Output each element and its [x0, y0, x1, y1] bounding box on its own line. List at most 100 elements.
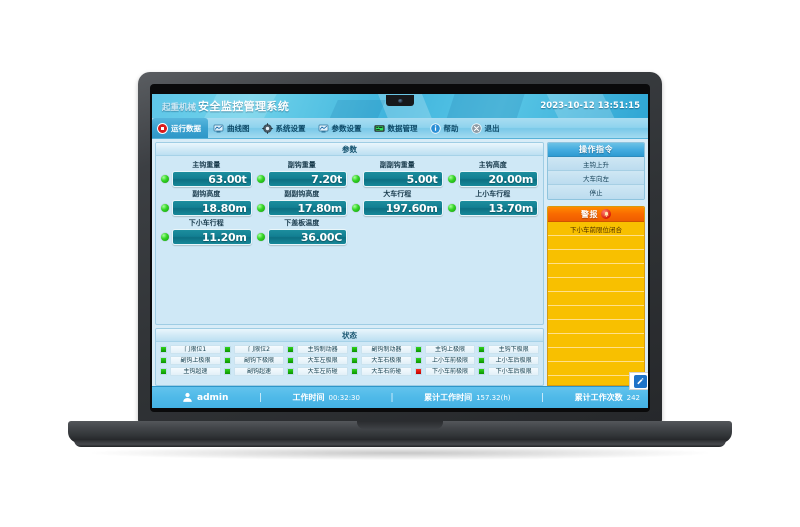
footer-stat-label: 累计工作时间 — [424, 393, 473, 402]
param-cell: 副副钩高度 17.80m — [255, 189, 350, 216]
param-led-icon — [256, 233, 265, 241]
status-label: 门限位1 — [170, 345, 221, 354]
alarm-row[interactable]: 下小车前限位闭合 — [548, 222, 644, 236]
status-label: 主钩超速 — [170, 367, 221, 376]
laptop-shadow — [92, 446, 708, 460]
status-led-icon — [478, 346, 486, 353]
app-body: 参数 主钩重量 63.00t — [152, 139, 648, 390]
alarm-row[interactable] — [548, 348, 644, 362]
status-led-icon — [351, 357, 358, 364]
status-title: 状态 — [342, 330, 357, 340]
param-value-box: 63.00t — [172, 171, 252, 187]
command-item-trolley-left[interactable]: 大车向左 — [548, 171, 644, 185]
app-title-text: 安全监控管理系统 — [198, 100, 290, 113]
datetime-display: 2023-10-12 13:51:15 — [540, 101, 640, 111]
titlebar-facet — [446, 94, 528, 118]
param-cell: 上小车行程 13.70m — [446, 189, 541, 216]
param-label: 大车行程 — [383, 190, 412, 198]
status-item-alarm: 下小车前极限 — [414, 367, 476, 376]
param-row: 18.80m — [159, 200, 254, 216]
user-icon — [182, 392, 193, 403]
alarm-row[interactable] — [548, 334, 644, 348]
alarm-row[interactable] — [548, 292, 644, 306]
float-action-button[interactable] — [629, 372, 648, 390]
status-label: 副钩超速 — [233, 367, 285, 376]
param-value: 18.80m — [202, 201, 247, 215]
footer-divider: | — [258, 392, 262, 403]
command-panel-title: 操作指令 — [579, 145, 613, 154]
alarm-row[interactable] — [548, 264, 644, 278]
status-label: 副钩下极限 — [233, 356, 285, 365]
status-led-icon — [160, 368, 167, 375]
status-led-icon — [414, 357, 422, 364]
tab-data-management[interactable]: 数据管理 — [369, 118, 425, 138]
tab-curve-chart[interactable]: 曲线图 — [208, 118, 257, 138]
status-item: 门限位2 — [223, 345, 285, 354]
footer-stat-label: 工作时间 — [292, 393, 325, 402]
parameters-body: 主钩重量 63.00t 副钩重量 7.20t — [156, 156, 543, 324]
footer-divider: | — [541, 392, 545, 403]
alarm-row[interactable] — [548, 278, 644, 292]
command-item-stop[interactable]: 停止 — [548, 185, 644, 199]
footer-stat-total-time: 累计工作时间 157.32(h) — [424, 392, 510, 403]
footer-stat-total-count: 累计工作次数 242 — [575, 392, 640, 403]
status-led-icon — [223, 346, 231, 353]
alarm-row[interactable] — [548, 236, 644, 250]
titlebar-facet — [326, 100, 386, 118]
status-label: 大车左防碰 — [297, 367, 348, 376]
status-label: 门限位2 — [233, 345, 285, 354]
tab-running-data[interactable]: 运行数据 — [152, 118, 208, 138]
param-cell: 副钩高度 18.80m — [159, 189, 254, 216]
param-cell: 副钩重量 7.20t — [255, 160, 350, 187]
footer-stat-value: 157.32(h) — [476, 394, 511, 402]
tab-curve-chart-label: 曲线图 — [227, 123, 250, 133]
param-led-icon — [352, 175, 360, 183]
alarm-row[interactable] — [548, 306, 644, 320]
main-toolbar: 运行数据 曲线图 系统设置 参数设置 — [152, 118, 648, 139]
command-item-main-hook-up[interactable]: 主钩上升 — [548, 157, 644, 171]
webcam-notch — [386, 95, 414, 106]
param-value-box: 5.00t — [363, 171, 443, 187]
param-value-box: 11.20m — [172, 229, 252, 245]
info-icon — [429, 122, 441, 134]
status-led-icon — [287, 357, 295, 364]
alarm-row[interactable] — [548, 362, 644, 376]
alarm-row[interactable] — [548, 250, 644, 264]
param-row: 20.00m — [446, 171, 541, 187]
param-value: 13.70m — [488, 201, 534, 215]
param-row: 13.70m — [446, 200, 541, 216]
parameters-panel: 参数 主钩重量 63.00t — [155, 142, 544, 325]
param-label: 副钩高度 — [192, 190, 221, 198]
param-cell: 副副钩重量 5.00t — [350, 160, 445, 187]
param-cell: 主钩高度 20.00m — [446, 160, 541, 187]
tab-help[interactable]: 帮助 — [425, 118, 466, 138]
app-titlebar: 起重机械 安全监控管理系统 2023-10-12 13:51:15 — [152, 94, 648, 118]
param-value-box: 20.00m — [458, 171, 538, 187]
param-value: 11.20m — [202, 230, 247, 244]
param-label: 副副钩重量 — [379, 161, 415, 169]
status-item: 大车右极限 — [351, 356, 412, 365]
footer-stat-value: 00:32:30 — [328, 394, 360, 402]
tab-parameter-settings[interactable]: 参数设置 — [313, 118, 369, 138]
alarm-list[interactable]: 下小车前限位闭合 — [548, 222, 644, 385]
param-value: 197.60m — [385, 201, 438, 215]
status-grid: 门限位1 门限位2 主钩制动器 副钩制动器 主钩上极限 主钩下极限 副钩上极限 … — [156, 342, 543, 379]
status-led-icon — [478, 357, 486, 364]
status-label: 下小车后极限 — [488, 367, 539, 376]
footer-stat-label: 累计工作次数 — [574, 393, 623, 402]
param-label: 副副钩高度 — [284, 190, 320, 198]
param-led-icon — [161, 175, 169, 183]
tab-exit[interactable]: 退出 — [466, 118, 507, 138]
app-brand: 起重机械 — [162, 103, 197, 113]
command-panel: 操作指令 主钩上升 大车向左 停止 — [547, 142, 645, 200]
command-label: 大车向左 — [583, 174, 609, 183]
tab-system-settings[interactable]: 系统设置 — [257, 118, 313, 138]
status-label: 主钩上极限 — [424, 345, 476, 354]
alarm-row[interactable] — [548, 320, 644, 334]
alarm-panel: 警报 下小车前限位闭合 — [547, 206, 645, 386]
right-column: 操作指令 主钩上升 大车向左 停止 警报 — [547, 142, 648, 390]
left-column: 参数 主钩重量 63.00t — [155, 142, 544, 386]
page-title: 起重机械 安全监控管理系统 — [162, 98, 289, 114]
status-label: 上小车后极限 — [488, 356, 539, 365]
